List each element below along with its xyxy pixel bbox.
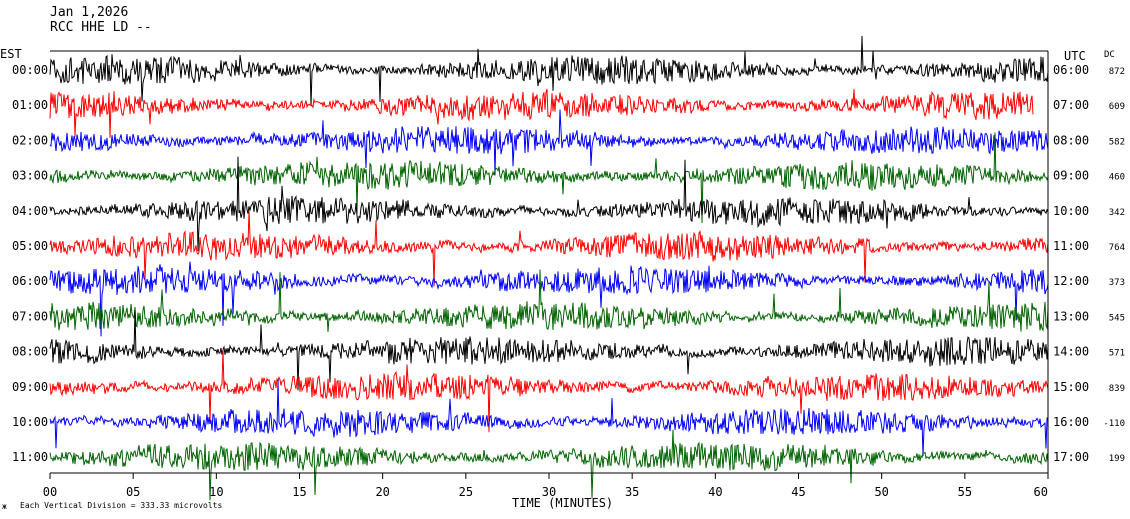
est-label: 10:00 bbox=[12, 415, 48, 429]
dc-value: -110 bbox=[1103, 419, 1125, 429]
header-date: Jan 1,2026 bbox=[50, 5, 128, 20]
utc-label: 07:00 bbox=[1053, 98, 1089, 112]
x-axis-ticks: 00 05 10 15 20 25 30 35 40 45 50 55 60 bbox=[43, 473, 1049, 499]
dc-value: 373 bbox=[1109, 278, 1125, 288]
dc-value: 460 bbox=[1109, 173, 1125, 183]
dc-value: 582 bbox=[1109, 137, 1125, 147]
footer-marker: ж bbox=[2, 502, 7, 511]
est-label: 03:00 bbox=[12, 169, 48, 183]
dc-value: 342 bbox=[1109, 208, 1125, 218]
x-tick-label: 25 bbox=[459, 485, 473, 499]
dc-value: 571 bbox=[1109, 349, 1125, 359]
footer-note: Each Vertical Division = 333.33 microvol… bbox=[20, 501, 222, 510]
trace-0100 bbox=[49, 88, 1034, 138]
utc-label: 08:00 bbox=[1053, 133, 1089, 147]
header-station: RCC HHE LD -- bbox=[50, 20, 152, 35]
est-label: 11:00 bbox=[12, 450, 48, 464]
utc-label: 06:00 bbox=[1053, 63, 1089, 77]
utc-label: 11:00 bbox=[1053, 239, 1089, 253]
est-label: 09:00 bbox=[12, 380, 48, 394]
est-label: 02:00 bbox=[12, 133, 48, 147]
est-label: 08:00 bbox=[12, 345, 48, 359]
dc-value: 199 bbox=[1109, 454, 1125, 464]
utc-label: 13:00 bbox=[1053, 309, 1089, 323]
utc-label: 10:00 bbox=[1053, 204, 1089, 218]
x-tick-label: 30 bbox=[542, 485, 556, 499]
est-label: 07:00 bbox=[12, 309, 48, 323]
est-label: 05:00 bbox=[12, 239, 48, 253]
x-tick-label: 60 bbox=[1034, 485, 1048, 499]
trace-0800 bbox=[49, 310, 1049, 391]
x-tick-label: 15 bbox=[292, 485, 306, 499]
dc-value: 545 bbox=[1109, 313, 1125, 323]
trace-group bbox=[49, 35, 1049, 501]
x-tick-label: 50 bbox=[874, 485, 888, 499]
trace-0900 bbox=[49, 349, 1049, 433]
x-tick-label: 20 bbox=[375, 485, 389, 499]
x-tick-label: 10 bbox=[209, 485, 223, 499]
trace-0400 bbox=[49, 156, 1049, 252]
trace-0000 bbox=[49, 35, 1049, 107]
x-tick-label: 40 bbox=[708, 485, 722, 499]
utc-label: 17:00 bbox=[1053, 450, 1089, 464]
dc-value: 609 bbox=[1109, 102, 1125, 112]
trace-0600 bbox=[49, 261, 1049, 337]
utc-label: 15:00 bbox=[1053, 380, 1089, 394]
x-tick-label: 00 bbox=[43, 485, 57, 499]
x-tick-label: 55 bbox=[958, 485, 972, 499]
est-label: 00:00 bbox=[12, 63, 48, 77]
trace-1000 bbox=[49, 379, 1049, 457]
dc-value: 839 bbox=[1109, 384, 1125, 394]
est-label: 01:00 bbox=[12, 98, 48, 112]
x-tick-label: 35 bbox=[625, 485, 639, 499]
utc-label: 16:00 bbox=[1053, 415, 1089, 429]
x-tick-label: 45 bbox=[791, 485, 805, 499]
x-tick-label: 05 bbox=[126, 485, 140, 499]
est-label: 06:00 bbox=[12, 274, 48, 288]
right-axis-title: UTC bbox=[1064, 49, 1086, 63]
utc-label: 12:00 bbox=[1053, 274, 1089, 288]
trace-0700 bbox=[49, 269, 1049, 332]
est-label: 04:00 bbox=[12, 204, 48, 218]
trace-0200 bbox=[49, 109, 1049, 176]
left-axis-title: EST bbox=[0, 47, 22, 61]
dc-value: 764 bbox=[1109, 243, 1125, 253]
row-labels: 00:00 06:00 872 01:00 07:00 609 02:00 08:00 582 0… bbox=[12, 63, 1125, 464]
x-axis-label: TIME (MINUTES) bbox=[512, 496, 613, 510]
utc-label: 09:00 bbox=[1053, 169, 1089, 183]
trace-0500 bbox=[49, 210, 1049, 287]
dc-title: DC bbox=[1104, 50, 1115, 60]
dc-value: 872 bbox=[1109, 67, 1125, 77]
trace-0300 bbox=[49, 132, 1049, 224]
utc-label: 14:00 bbox=[1053, 345, 1089, 359]
trace-1100 bbox=[49, 429, 1049, 501]
